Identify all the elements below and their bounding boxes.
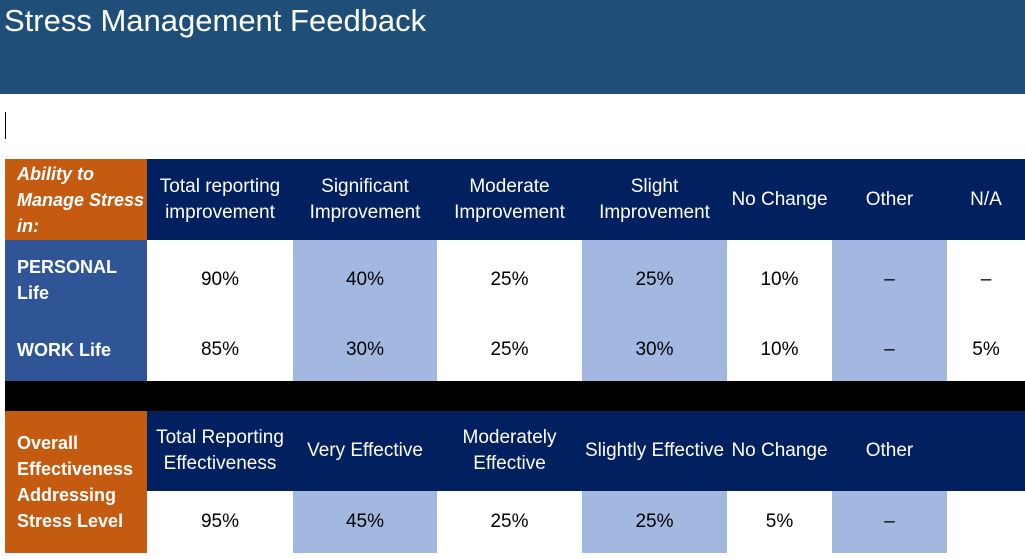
cell-overall-total: 95% (147, 491, 293, 553)
table2-header-very: Very Effective (293, 411, 437, 491)
table2-header-moderately: Moderately Effective (437, 411, 582, 491)
cell-work-moderate: 25% (437, 319, 582, 381)
table2-header-row: Overall Effectiveness Addressing Stress … (5, 411, 1025, 553)
text-cursor (5, 112, 6, 139)
table1-header-na: N/A (947, 159, 1025, 240)
table1-header-significant: Significant Improvement (293, 159, 437, 240)
cell-work-other: – (832, 319, 947, 381)
cell-overall-empty (947, 491, 1025, 553)
table1-header-slight: Slight Improvement (582, 159, 727, 240)
cell-overall-other: – (832, 491, 947, 553)
table1-header-total: Total reporting improvement (147, 159, 293, 240)
table2-header-no-change: No Change (727, 411, 832, 491)
row-label-work: WORK Life (5, 319, 147, 381)
cell-personal-significant: 40% (293, 240, 437, 319)
cell-overall-moderately: 25% (437, 491, 582, 553)
table1-header-moderate: Moderate Improvement (437, 159, 582, 240)
row-label-personal: PERSONAL Life (5, 240, 147, 319)
cell-personal-total: 90% (147, 240, 293, 319)
table1-header-no-change: No Change (727, 159, 832, 240)
table1-header-other: Other (832, 159, 947, 240)
cell-work-slight: 30% (582, 319, 727, 381)
table2-header-empty (947, 411, 1025, 491)
cell-work-total: 85% (147, 319, 293, 381)
cell-personal-moderate: 25% (437, 240, 582, 319)
table1-header-row: Ability to Manage Stress in: Total repor… (5, 159, 1025, 240)
table-row-overall: 95% 45% 25% 25% 5% – (5, 491, 1025, 553)
cell-work-na: 5% (947, 319, 1025, 381)
cell-work-significant: 30% (293, 319, 437, 381)
cell-personal-no-change: 10% (727, 240, 832, 319)
cell-personal-slight: 25% (582, 240, 727, 319)
table1-corner-label: Ability to Manage Stress in: (5, 159, 147, 240)
table-row-work: WORK Life 85% 30% 25% 30% 10% – 5% (5, 319, 1025, 381)
cell-work-no-change: 10% (727, 319, 832, 381)
page-title: Stress Management Feedback (4, 3, 427, 38)
cell-overall-no-change: 5% (727, 491, 832, 553)
stress-feedback-table: Ability to Manage Stress in: Total repor… (5, 159, 1025, 553)
table-separator (5, 381, 1025, 411)
cell-personal-na: – (947, 240, 1025, 319)
cell-personal-other: – (832, 240, 947, 319)
table-separator-row (5, 381, 1025, 411)
table2-header-other: Other (832, 411, 947, 491)
table2-corner-label: Overall Effectiveness Addressing Stress … (5, 411, 147, 553)
table-row-personal: PERSONAL Life 90% 40% 25% 25% 10% – – (5, 240, 1025, 319)
title-bar: Stress Management Feedback (0, 0, 1025, 94)
table2-header-slightly: Slightly Effective (582, 411, 727, 491)
cell-overall-slightly: 25% (582, 491, 727, 553)
table2-header-total: Total Reporting Effectiveness (147, 411, 293, 491)
cell-overall-very: 45% (293, 491, 437, 553)
